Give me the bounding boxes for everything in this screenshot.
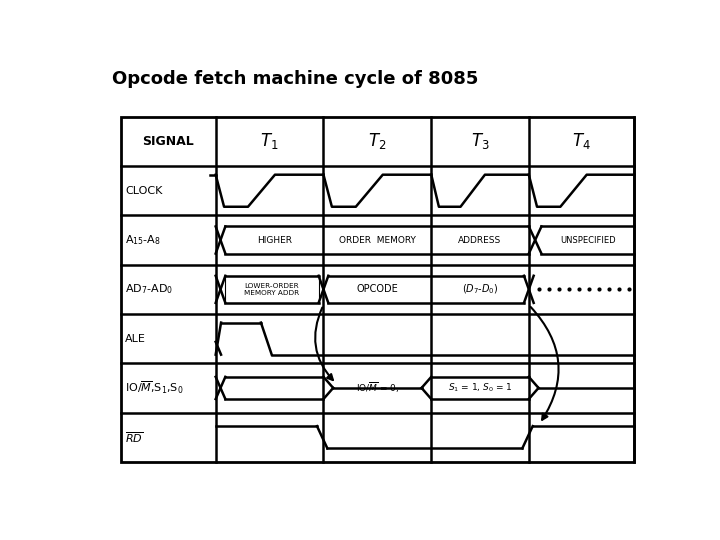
Text: $T_1$: $T_1$: [261, 131, 279, 151]
Text: $T_2$: $T_2$: [368, 131, 387, 151]
Text: $S_1$ = 1, $S_0$ = 1: $S_1$ = 1, $S_0$ = 1: [448, 382, 513, 394]
Text: LOWER-ORDER
MEMORY ADDR: LOWER-ORDER MEMORY ADDR: [244, 282, 300, 296]
Text: $T_3$: $T_3$: [471, 131, 490, 151]
Text: AD$_7$-AD$_0$: AD$_7$-AD$_0$: [125, 282, 174, 296]
Text: ORDER  MEMORY: ORDER MEMORY: [339, 235, 416, 245]
Text: A$_{15}$-A$_{8}$: A$_{15}$-A$_{8}$: [125, 233, 161, 247]
Text: SIGNAL: SIGNAL: [143, 135, 194, 148]
Text: $\overline{RD}$: $\overline{RD}$: [125, 430, 143, 444]
Bar: [121, 117, 634, 462]
Text: HIGHER: HIGHER: [257, 235, 292, 245]
Text: UNSPECIFIED: UNSPECIFIED: [560, 235, 616, 245]
Text: IO/$\overline{M}$,S$_1$,S$_0$: IO/$\overline{M}$,S$_1$,S$_0$: [125, 380, 184, 396]
Text: Opcode fetch machine cycle of 8085: Opcode fetch machine cycle of 8085: [112, 70, 479, 87]
Bar: [225, 276, 319, 303]
Text: ALE: ALE: [125, 334, 146, 343]
Text: $(D_7$-$D_0)$: $(D_7$-$D_0)$: [462, 282, 498, 296]
Text: CLOCK: CLOCK: [125, 186, 163, 195]
Text: OPCODE: OPCODE: [356, 285, 398, 294]
Text: IO/$\overline{M}$ = 0,: IO/$\overline{M}$ = 0,: [356, 381, 399, 395]
Text: ADDRESS: ADDRESS: [459, 235, 502, 245]
Text: $T_4$: $T_4$: [572, 131, 591, 151]
